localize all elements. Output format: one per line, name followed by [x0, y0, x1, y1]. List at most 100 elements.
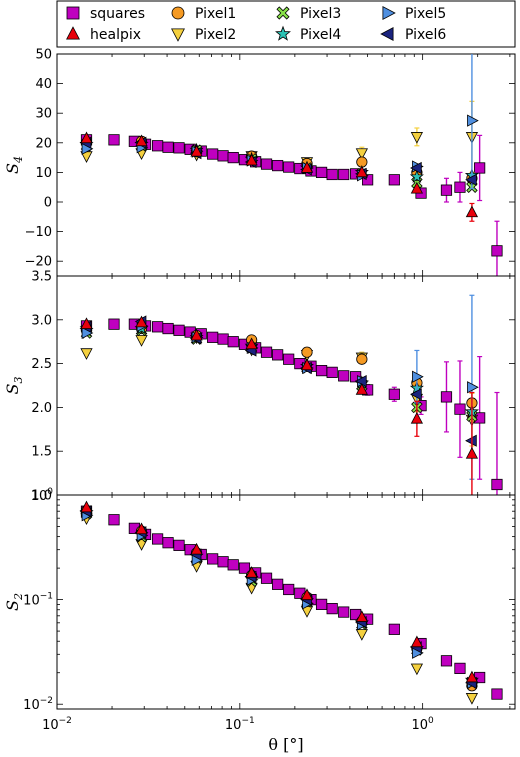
- data-point: [355, 374, 367, 388]
- data-point: [440, 655, 453, 667]
- data-point: [80, 500, 93, 513]
- legend-label-pixel3: Pixel3: [300, 6, 341, 22]
- data-point: [135, 539, 148, 551]
- data-point: [350, 371, 362, 383]
- y-ticks: 10−2 10−1 100: [23, 487, 515, 713]
- data-point: [301, 346, 313, 358]
- data-point: [362, 174, 374, 186]
- data-point: [410, 161, 422, 175]
- data-point: [80, 131, 93, 144]
- x-tick-label: 10−1: [225, 716, 255, 733]
- data-point: [151, 533, 164, 545]
- y-tick-label: 10−1: [23, 592, 53, 609]
- data-point: [326, 366, 338, 378]
- data-point: [283, 583, 295, 596]
- data-point: [315, 365, 328, 377]
- data-point: [326, 168, 338, 181]
- data-point: [355, 383, 368, 395]
- data-point: [260, 158, 273, 170]
- series-squares: [80, 134, 503, 276]
- data-point: [260, 346, 273, 358]
- data-point: [80, 348, 93, 360]
- legend: squares healpix Pixel1 Pixel2 Pixel3 Pixel4 Pi…: [56, 0, 516, 48]
- legend-label-pixel1: Pixel1: [195, 6, 236, 22]
- y-axis-label: S2: [3, 593, 25, 611]
- data-point: [388, 623, 400, 635]
- y-tick-label: 3.0: [31, 313, 52, 328]
- y-tick-label: 40: [35, 77, 52, 92]
- data-point: [355, 629, 368, 641]
- data-point: [245, 337, 258, 350]
- x-ticks: [56, 276, 511, 495]
- y-tick-label: 20: [35, 136, 52, 151]
- data-point: [465, 670, 479, 683]
- series-pixel5: [81, 509, 479, 689]
- y-tick-label: 10: [35, 166, 52, 181]
- data-point: [355, 148, 368, 161]
- legend-marker-healpix: [66, 26, 80, 40]
- y-tick-label: 50: [35, 48, 52, 63]
- data-point: [217, 333, 229, 345]
- data-point: [440, 391, 453, 403]
- y-tick-label: 2.0: [31, 401, 52, 416]
- data-point: [151, 321, 164, 333]
- data-point: [338, 168, 350, 181]
- data-point: [217, 150, 229, 162]
- data-point: [151, 140, 164, 152]
- data-point: [315, 166, 328, 178]
- data-point: [454, 181, 466, 193]
- data-point: [227, 559, 239, 571]
- legend-marker-pixel2: [171, 28, 185, 42]
- data-point: [491, 245, 503, 257]
- data-point: [467, 114, 479, 127]
- y-tick-label: 2.5: [31, 357, 52, 372]
- data-point: [207, 148, 219, 160]
- y-tick-label: 100: [31, 487, 54, 504]
- data-point: [190, 144, 203, 157]
- panel-s2: 10−2 10−1 100 S2 10−2 10−1 100 θ [°]: [3, 487, 516, 754]
- y-axis-label: S3: [3, 377, 25, 395]
- x-tick-label: 100: [412, 716, 435, 733]
- data-point: [272, 349, 284, 361]
- data-point: [410, 411, 424, 424]
- data-layer: [79, 54, 503, 276]
- data-point: [465, 446, 479, 459]
- data-point: [491, 478, 503, 491]
- panel-s4: −20 −10 0 10 20 30 40 50 S4: [3, 48, 516, 277]
- data-point: [272, 159, 284, 172]
- y-tick-label: 30: [35, 107, 52, 122]
- series-pixel2: [80, 513, 479, 705]
- data-point: [409, 169, 424, 183]
- legend-marker-pixel3: [276, 6, 290, 20]
- legend-label-pixel2: Pixel2: [195, 27, 236, 43]
- legend-label-squares: squares: [90, 6, 145, 22]
- legend-marker-pixel4: [275, 25, 291, 41]
- data-point: [173, 142, 185, 154]
- data-point: [355, 610, 368, 622]
- legend-label-pixel5: Pixel5: [405, 6, 446, 22]
- data-point: [108, 514, 120, 526]
- data-point: [491, 688, 503, 700]
- data-point: [465, 434, 477, 447]
- data-point: [300, 588, 314, 601]
- data-point: [465, 693, 479, 705]
- legend-marker-pixel5: [382, 6, 396, 20]
- data-point: [338, 370, 350, 382]
- data-point: [410, 663, 424, 676]
- data-point: [300, 358, 314, 371]
- x-ticks: [56, 495, 511, 709]
- y-ticks: −20 −10 0 10 20 30 40 50: [25, 48, 515, 270]
- data-point: [227, 151, 239, 164]
- data-point: [108, 134, 120, 146]
- data-point: [356, 353, 368, 365]
- data-point: [465, 173, 477, 186]
- y-tick-label: −10: [25, 225, 52, 240]
- data-point: [272, 578, 284, 590]
- data-point: [410, 132, 424, 144]
- data-point: [300, 161, 314, 173]
- data-point: [108, 318, 120, 330]
- data-point: [315, 598, 328, 610]
- data-point: [173, 324, 185, 336]
- data-point: [245, 153, 258, 166]
